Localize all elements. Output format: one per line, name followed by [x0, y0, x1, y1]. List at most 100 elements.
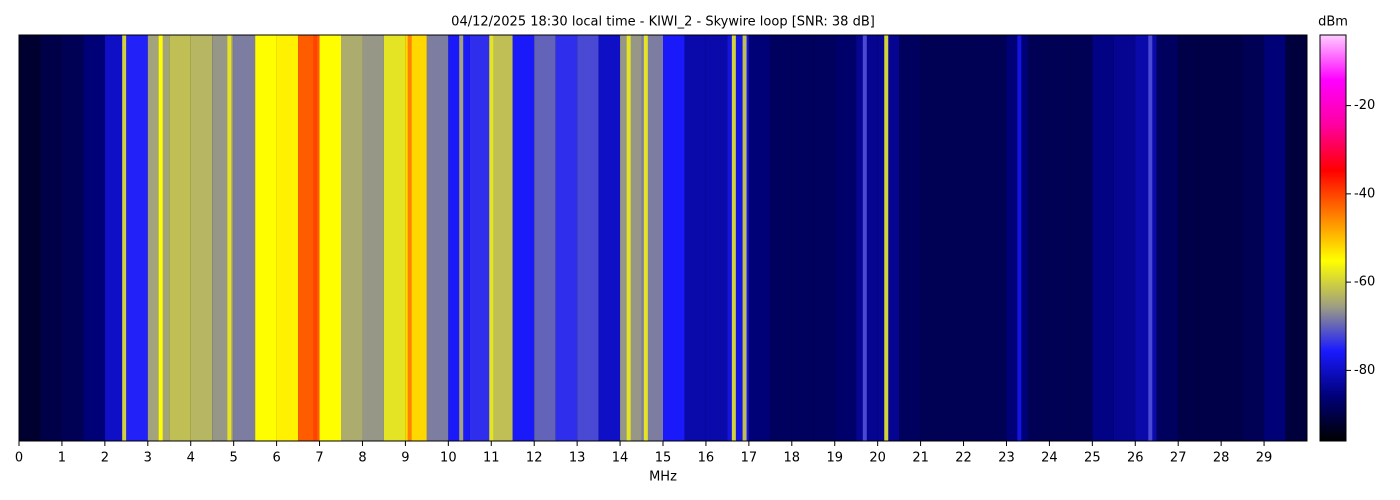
colorbar-tick-label: -40: [1354, 186, 1375, 201]
spectrum-band: [899, 35, 921, 441]
spectrum-band: [512, 35, 535, 441]
colorbar-tick-label: -20: [1354, 98, 1375, 113]
spectrum-band: [383, 35, 406, 441]
spectrum-band: [169, 35, 191, 441]
x-tick-label: 12: [526, 451, 543, 466]
spectrum-band: [426, 35, 449, 441]
x-tick-label: 26: [1127, 451, 1144, 466]
spectrum-band: [276, 35, 299, 441]
signal-line: [1017, 35, 1022, 441]
x-axis-label: MHz: [649, 470, 677, 485]
spectrum-band: [705, 35, 728, 441]
spectrum-band: [920, 35, 943, 441]
x-tick-label: 18: [784, 451, 801, 466]
spectrum-band: [1092, 35, 1114, 441]
spectrum-band: [469, 35, 492, 441]
colorbar-tick-label: -80: [1354, 363, 1375, 378]
signal-line: [122, 35, 127, 441]
x-tick-label: 7: [315, 451, 323, 466]
x-tick-label: 28: [1213, 451, 1230, 466]
x-tick-label: 6: [272, 451, 280, 466]
signal-line: [626, 35, 631, 441]
spectrum-band: [341, 35, 363, 441]
x-tick-label: 1: [58, 451, 66, 466]
spectrum-band: [40, 35, 62, 441]
spectrum-band: [83, 35, 105, 441]
spectrum-band: [362, 35, 384, 441]
spectrum-band: [770, 35, 792, 441]
x-tick-label: 25: [1084, 451, 1101, 466]
spectrum-band: [1285, 35, 1307, 441]
x-tick-label: 17: [741, 451, 758, 466]
x-tick-label: 27: [1170, 451, 1187, 466]
spectrum-band: [19, 35, 41, 441]
x-tick-label: 2: [101, 451, 109, 466]
spectrum-band: [985, 35, 1007, 441]
signal-line: [742, 35, 747, 441]
x-tick-label: 20: [869, 451, 886, 466]
x-tick-label: 21: [912, 451, 929, 466]
spectrum-band: [684, 35, 706, 441]
x-tick-label: 22: [955, 451, 972, 466]
spectrum-band: [748, 35, 771, 441]
x-tick-label: 24: [1041, 451, 1058, 466]
x-tick-label: 10: [440, 451, 457, 466]
spectrum-band: [1113, 35, 1136, 441]
spectrum-band: [1242, 35, 1265, 441]
spectrum-band: [61, 35, 84, 441]
spectrum-band: [147, 35, 170, 441]
x-tick-label: 15: [655, 451, 672, 466]
x-tick-label: 5: [230, 451, 238, 466]
spectrum-band: [491, 35, 513, 441]
colorbar: [1319, 34, 1347, 442]
x-tick-label: 11: [483, 451, 500, 466]
spectrum-band: [834, 35, 857, 441]
spectrum-band: [942, 35, 964, 441]
spectrum-band: [620, 35, 642, 441]
spectrum-band: [877, 35, 900, 441]
spectrum-band: [534, 35, 556, 441]
signal-line: [489, 35, 494, 441]
x-tick-label: 23: [998, 451, 1015, 466]
x-tick-label: 19: [826, 451, 843, 466]
spectrum-band: [856, 35, 878, 441]
spectrum-band: [813, 35, 835, 441]
spectrum-band: [1178, 35, 1200, 441]
x-tick-label: 4: [187, 451, 195, 466]
spectrum-band: [598, 35, 621, 441]
signal-line: [227, 35, 232, 441]
signal-line: [731, 35, 736, 441]
spectrum-band: [190, 35, 213, 441]
x-tick-label: 16: [698, 451, 715, 466]
signal-line: [313, 35, 318, 441]
spectrum-band: [1049, 35, 1071, 441]
x-tick-label: 29: [1256, 451, 1273, 466]
x-tick-label: 9: [401, 451, 409, 466]
chart-title: 04/12/2025 18:30 local time - KIWI_2 - S…: [451, 15, 875, 30]
signal-line: [407, 35, 412, 441]
spectrum-band: [319, 35, 341, 441]
spectrum-band: [555, 35, 578, 441]
signal-line: [862, 35, 867, 441]
signal-line: [884, 35, 889, 441]
spectrum-band: [126, 35, 148, 441]
signal-line: [643, 35, 648, 441]
spectrum-band: [255, 35, 277, 441]
spectrum-band: [791, 35, 814, 441]
spectrum-band: [1070, 35, 1093, 441]
x-tick-label: 8: [358, 451, 366, 466]
colorbar-label: dBm: [1318, 15, 1348, 30]
spectrum-band: [104, 35, 127, 441]
spectrum-band: [1264, 35, 1286, 441]
spectrum-band: [448, 35, 470, 441]
spectrum-band: [577, 35, 599, 441]
signal-line: [1148, 35, 1153, 441]
x-tick-label: 14: [612, 451, 629, 466]
spectrum-band: [1006, 35, 1028, 441]
spectrum-band: [663, 35, 685, 441]
signal-line: [459, 35, 464, 441]
x-tick-label: 13: [569, 451, 586, 466]
spectrum-band: [1027, 35, 1050, 441]
spectrum-band: [1199, 35, 1222, 441]
